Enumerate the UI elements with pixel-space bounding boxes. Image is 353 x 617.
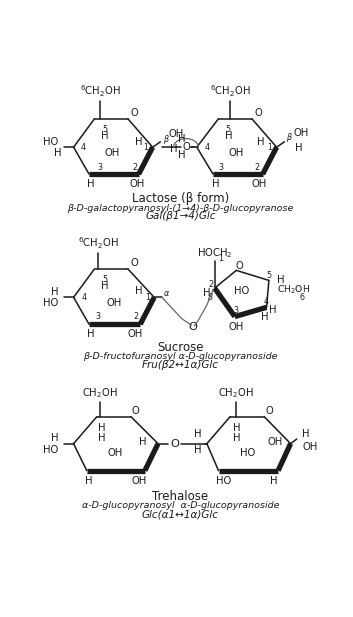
Text: H: H [85, 476, 93, 486]
Text: Fru(β2↔1α)Glc: Fru(β2↔1α)Glc [142, 360, 219, 370]
Text: H: H [257, 137, 265, 147]
Text: OH: OH [108, 448, 123, 458]
Text: HO: HO [240, 448, 255, 458]
Text: $^6$CH$_2$OH: $^6$CH$_2$OH [210, 83, 251, 99]
Text: H: H [269, 305, 276, 315]
Text: 6: 6 [300, 293, 305, 302]
Text: H: H [98, 433, 105, 443]
Text: 4: 4 [82, 293, 87, 302]
Text: OH: OH [302, 442, 317, 452]
Text: OH: OH [252, 179, 267, 189]
Text: 1: 1 [218, 254, 223, 263]
Text: 2: 2 [132, 163, 137, 172]
Text: α-D-glucopyranosyl  α-D-glucopyranoside: α-D-glucopyranosyl α-D-glucopyranoside [82, 501, 279, 510]
Text: OH: OH [229, 321, 244, 331]
Text: OH: OH [130, 179, 145, 189]
Text: H: H [194, 445, 202, 455]
Text: H: H [170, 144, 177, 154]
Text: CH$_2$OH: CH$_2$OH [82, 386, 118, 400]
Text: 3: 3 [97, 163, 102, 172]
Text: Lactose (β form): Lactose (β form) [132, 193, 229, 205]
Text: H: H [213, 179, 220, 189]
Text: 3: 3 [96, 312, 101, 321]
Text: H: H [101, 131, 108, 141]
Text: H: H [101, 281, 108, 291]
Text: 5: 5 [225, 125, 231, 134]
Text: 2: 2 [208, 280, 213, 289]
Text: O: O [182, 142, 190, 152]
Text: H: H [50, 433, 58, 443]
Text: α: α [164, 289, 169, 298]
Text: 3: 3 [218, 163, 223, 172]
Text: 5: 5 [102, 275, 107, 284]
Text: Glc(α1↔1α)Glc: Glc(α1↔1α)Glc [142, 510, 219, 520]
Text: H: H [87, 329, 94, 339]
Text: HO: HO [234, 286, 249, 296]
Text: $^6$CH$_2$OH: $^6$CH$_2$OH [79, 83, 120, 99]
Text: Sucrose: Sucrose [157, 341, 204, 354]
Text: 4: 4 [264, 297, 269, 305]
Text: 4: 4 [80, 143, 85, 152]
Text: H: H [54, 148, 61, 159]
Text: β: β [287, 133, 292, 142]
Text: HOCH$_2$: HOCH$_2$ [197, 246, 233, 260]
Text: H: H [302, 429, 310, 439]
Text: OH: OH [229, 147, 244, 157]
Text: O: O [254, 109, 262, 118]
Text: HO: HO [43, 137, 58, 147]
Text: OH: OH [105, 147, 120, 157]
Text: OH: OH [128, 329, 143, 339]
Text: O: O [130, 109, 138, 118]
Text: OH: OH [131, 476, 146, 486]
Text: OH: OH [294, 128, 309, 138]
Text: H: H [295, 143, 303, 153]
Text: O: O [130, 259, 138, 268]
Text: H: H [179, 150, 186, 160]
Text: H: H [98, 423, 105, 433]
Text: OH: OH [268, 437, 283, 447]
Text: O: O [265, 407, 273, 416]
Text: 4: 4 [204, 143, 209, 152]
Text: β-D-galactopyranosyl-(1→4)-β-D-glucopyranose: β-D-galactopyranosyl-(1→4)-β-D-glucopyra… [67, 204, 294, 212]
Text: O: O [132, 407, 139, 416]
Text: Gal(β1→4)Glc: Gal(β1→4)Glc [145, 212, 216, 222]
Text: Trehalose: Trehalose [152, 489, 209, 502]
Text: O: O [189, 321, 197, 331]
Text: H: H [277, 275, 284, 286]
Text: β: β [207, 293, 212, 302]
Text: H: H [261, 312, 269, 322]
Text: H: H [203, 289, 211, 299]
Text: CH$_2$OH: CH$_2$OH [277, 283, 310, 296]
Text: H: H [139, 437, 146, 447]
Text: O: O [170, 439, 179, 449]
Text: H: H [194, 429, 202, 439]
Text: H: H [135, 286, 142, 296]
Text: H: H [135, 137, 142, 147]
Text: H: H [233, 423, 240, 433]
Text: 1: 1 [145, 293, 150, 302]
Text: 2: 2 [255, 163, 260, 172]
Text: 2: 2 [133, 312, 138, 321]
Text: H: H [233, 433, 240, 443]
Text: 3: 3 [234, 306, 239, 315]
Text: 1: 1 [267, 143, 272, 152]
Text: $^6$CH$_2$OH: $^6$CH$_2$OH [78, 236, 119, 251]
Text: HO: HO [216, 476, 232, 486]
Text: H: H [225, 131, 232, 141]
Text: HO: HO [43, 299, 58, 308]
Text: 5: 5 [266, 271, 271, 280]
Text: β-D-fructofuranosyl α-D-glucopyranoside: β-D-fructofuranosyl α-D-glucopyranoside [83, 352, 278, 361]
Text: CH$_2$OH: CH$_2$OH [219, 386, 254, 400]
Text: HO: HO [43, 445, 58, 455]
Text: H: H [179, 135, 186, 144]
Text: H: H [87, 179, 94, 189]
Text: H: H [270, 476, 277, 486]
Text: OH: OH [106, 298, 121, 308]
Text: β: β [163, 135, 168, 144]
Text: 1: 1 [143, 143, 148, 152]
Text: OH: OH [168, 129, 183, 139]
Text: 5: 5 [102, 125, 107, 134]
Text: H: H [50, 287, 58, 297]
Text: O: O [235, 261, 243, 271]
